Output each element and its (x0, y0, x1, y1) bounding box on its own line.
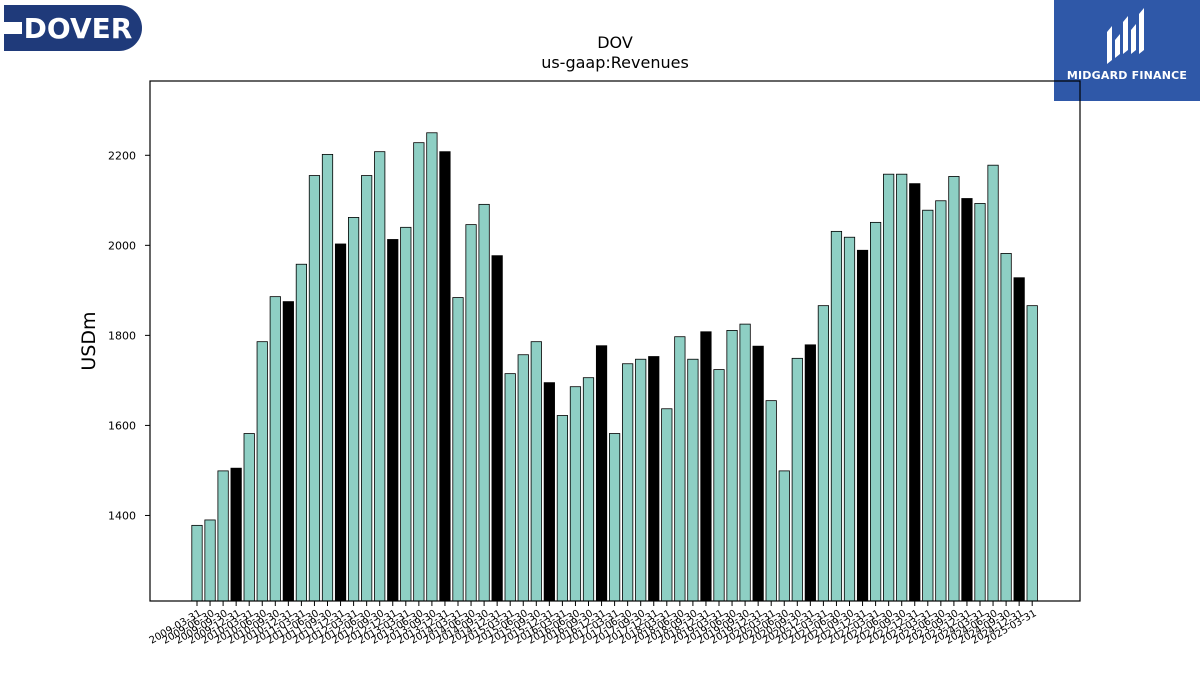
bar-2015-09-30 (530, 341, 542, 602)
bar-2012-12-31 (387, 239, 399, 602)
bar-2009-09-30 (217, 470, 229, 602)
bar-2010-03-31 (243, 433, 255, 602)
bar-2018-12-31 (700, 331, 712, 602)
bar-2009-12-31 (230, 467, 242, 602)
x-axis: 2009-03-312009-06-302009-09-302009-12-31… (148, 601, 1039, 647)
bar-2013-06-30 (413, 142, 425, 602)
bar-2017-12-31 (648, 356, 660, 602)
bar-2016-03-31 (556, 415, 569, 602)
bar-2015-03-31 (504, 373, 516, 602)
y-axis: 1400 1600 1800 2000 2200 (108, 149, 150, 522)
bar-2012-09-30 (374, 151, 386, 602)
bar-2009-03-31 (191, 524, 203, 602)
bar-2013-12-31 (439, 151, 451, 602)
bar-2014-12-31 (491, 255, 503, 602)
bar-2013-09-30 (426, 132, 438, 602)
y-tick-label: 2000 (108, 239, 136, 252)
y-tick-label: 1600 (108, 419, 136, 432)
midgard-finance-logo-text: MIDGARD FINANCE (1066, 69, 1188, 82)
bar-2022-03-31 (870, 221, 882, 602)
y-tick-label: 1800 (108, 329, 136, 342)
bar-2021-12-31 (856, 249, 869, 602)
bar-2017-06-30 (622, 363, 634, 602)
bar-2010-12-31 (282, 301, 294, 602)
bar-2022-12-31 (909, 183, 921, 602)
bar-2022-06-30 (883, 173, 895, 602)
bar-2023-12-31 (961, 198, 973, 602)
dover-logo-text: DOVER (24, 12, 133, 45)
chart-subtitle: us-gaap:Revenues (541, 53, 689, 72)
bar-2018-03-31 (661, 408, 673, 602)
bar-2017-09-30 (635, 358, 647, 602)
bar-2018-06-30 (674, 336, 686, 602)
bar-2025-03-31 (1026, 305, 1038, 602)
y-tick-label: 1400 (108, 509, 136, 522)
bar-2011-12-31 (334, 243, 347, 602)
bar-series (191, 132, 1038, 602)
bar-2020-09-30 (791, 357, 803, 602)
dover-logo: DOVER (4, 5, 144, 55)
bar-2024-09-30 (1000, 253, 1012, 602)
bar-2019-03-31 (713, 369, 725, 602)
bar-2023-06-30 (935, 200, 947, 602)
bar-2011-06-30 (308, 175, 321, 602)
bar-2010-09-30 (269, 296, 281, 602)
y-axis-label: USDm (78, 311, 100, 370)
bar-2011-03-31 (295, 263, 308, 602)
bar-2018-09-30 (687, 358, 699, 602)
bar-2017-03-31 (609, 433, 621, 602)
bar-2015-12-31 (543, 382, 555, 602)
bar-2013-03-31 (400, 226, 412, 602)
bar-2009-06-30 (204, 519, 216, 602)
bar-2024-06-30 (987, 164, 999, 602)
chart-title: DOV (597, 33, 633, 52)
bar-2021-06-30 (830, 230, 843, 602)
bar-2011-09-30 (321, 153, 334, 602)
bar-2023-09-30 (948, 176, 960, 602)
y-tick-label: 2200 (108, 149, 136, 162)
bar-2019-09-30 (739, 323, 751, 602)
bar-2014-06-30 (465, 224, 477, 602)
bar-2019-06-30 (726, 330, 738, 602)
bar-2016-09-30 (582, 377, 595, 602)
bar-2021-03-31 (817, 305, 830, 602)
bar-2020-06-30 (778, 470, 790, 602)
bar-2024-12-31 (1013, 277, 1025, 602)
bar-2023-03-31 (922, 209, 934, 602)
bar-2014-03-31 (452, 297, 464, 602)
midgard-finance-logo: MIDGARD FINANCE (1054, 0, 1200, 101)
bar-2020-12-31 (804, 344, 816, 602)
bar-2015-06-30 (517, 354, 529, 602)
bar-2019-12-31 (752, 345, 764, 602)
bar-2022-09-30 (896, 173, 908, 602)
bar-2016-06-30 (569, 386, 582, 602)
bar-2012-06-30 (361, 175, 373, 602)
bar-2016-12-31 (595, 345, 608, 602)
bar-2012-03-31 (347, 217, 360, 602)
bar-2010-06-30 (256, 341, 268, 602)
bar-2024-03-31 (974, 203, 986, 602)
bar-2014-09-30 (478, 203, 490, 602)
bar-2021-09-30 (843, 236, 856, 602)
bar-2020-03-31 (765, 400, 777, 602)
